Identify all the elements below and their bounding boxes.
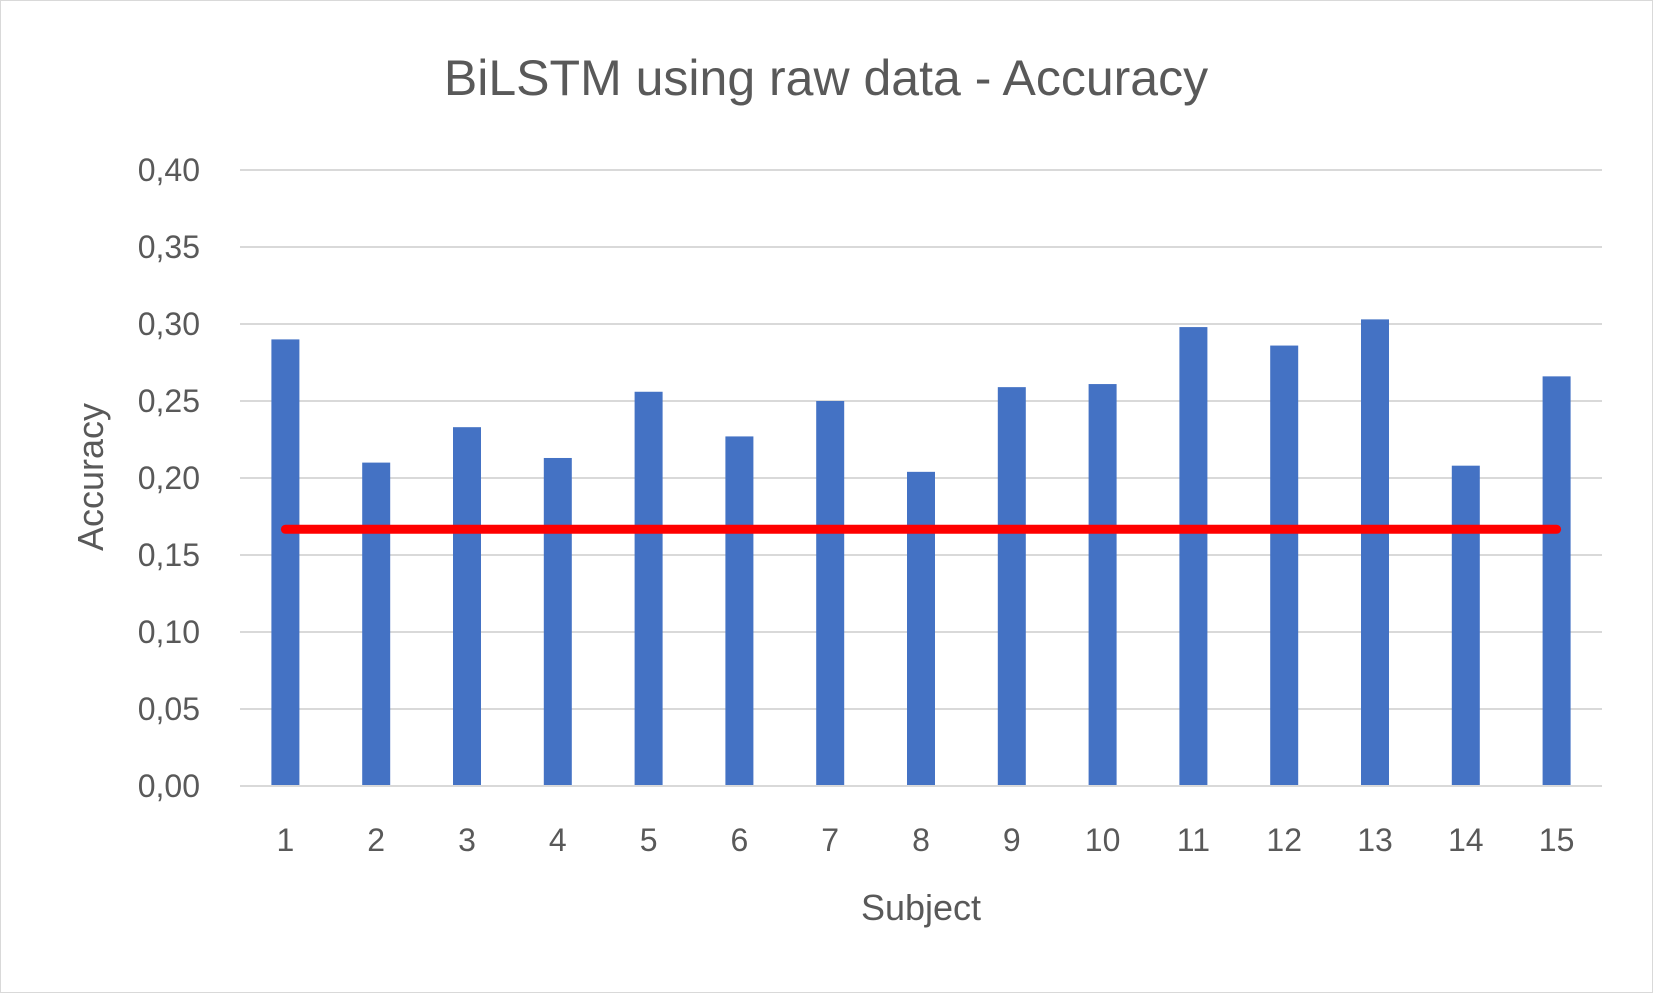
y-tick-label: 0,05 xyxy=(138,691,200,727)
y-tick-label: 0,00 xyxy=(138,768,200,804)
chart-title: BiLSTM using raw data - Accuracy xyxy=(444,50,1208,106)
y-tick-label: 0,10 xyxy=(138,614,200,650)
y-tick-label: 0,20 xyxy=(138,460,200,496)
bar-subject-14 xyxy=(1451,465,1480,786)
x-tick-label: 12 xyxy=(1266,822,1302,858)
bar-subject-15 xyxy=(1542,376,1571,786)
bar-subject-8 xyxy=(907,471,935,786)
x-tick-label: 6 xyxy=(731,822,749,858)
x-axis-title: Subject xyxy=(861,887,981,928)
x-tick-label: 4 xyxy=(549,822,567,858)
x-tick-label: 10 xyxy=(1085,822,1121,858)
x-axis-ticks: 1 2 3 4 5 6 7 8 9 10 11 12 13 14 15 xyxy=(277,822,1575,858)
bar-subject-9 xyxy=(997,387,1026,786)
y-tick-label: 0,15 xyxy=(138,537,200,573)
y-tick-label: 0,40 xyxy=(138,152,200,188)
x-tick-label: 1 xyxy=(277,822,295,858)
y-axis-title: Accuracy xyxy=(70,403,111,551)
bar-subject-11 xyxy=(1179,327,1208,786)
bar-subject-10 xyxy=(1088,384,1117,786)
x-tick-label: 15 xyxy=(1539,822,1575,858)
bar-subject-6 xyxy=(725,436,754,786)
y-tick-label: 0,30 xyxy=(138,306,200,342)
x-tick-label: 2 xyxy=(367,822,385,858)
bar-subject-13 xyxy=(1361,319,1389,786)
bar-subject-4 xyxy=(543,457,572,786)
y-axis-ticks: 0,00 0,05 0,10 0,15 0,20 0,25 0,30 0,35 0,40 xyxy=(138,152,200,804)
y-tick-label: 0,25 xyxy=(138,383,200,419)
x-tick-label: 5 xyxy=(640,822,658,858)
x-tick-label: 13 xyxy=(1357,822,1393,858)
x-tick-label: 7 xyxy=(821,822,839,858)
x-tick-label: 9 xyxy=(1003,822,1021,858)
y-tick-label: 0,35 xyxy=(138,229,200,265)
bar-subject-1 xyxy=(271,339,300,786)
bar-subject-5 xyxy=(634,391,663,786)
x-tick-label: 3 xyxy=(458,822,476,858)
bar-subject-7 xyxy=(816,401,845,786)
x-tick-label: 11 xyxy=(1177,822,1210,858)
bar-subject-12 xyxy=(1270,345,1299,786)
bar-subject-3 xyxy=(453,427,481,786)
bars xyxy=(240,319,1602,787)
x-tick-label: 8 xyxy=(912,822,930,858)
x-tick-label: 14 xyxy=(1448,822,1484,858)
bar-subject-2 xyxy=(362,462,391,786)
